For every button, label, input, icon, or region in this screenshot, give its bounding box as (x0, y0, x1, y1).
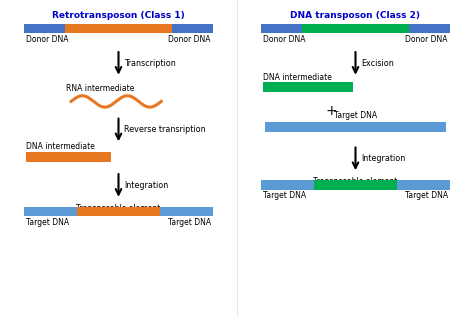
Text: RNA intermediate: RNA intermediate (66, 84, 135, 93)
Text: Target DNA: Target DNA (334, 111, 377, 120)
Text: Integration: Integration (124, 181, 168, 190)
Bar (24, 207, 77, 216)
Bar (65, 24, 172, 33)
Text: Donor DNA: Donor DNA (263, 35, 306, 44)
Text: Target DNA: Target DNA (405, 191, 448, 200)
Text: Integration: Integration (361, 154, 405, 163)
Bar (24, 24, 65, 33)
Text: Transposable element: Transposable element (313, 177, 398, 186)
Bar (160, 207, 213, 216)
Text: Reverse transription: Reverse transription (124, 126, 206, 134)
Text: Donor DNA: Donor DNA (26, 35, 69, 44)
Text: Target DNA: Target DNA (26, 218, 69, 227)
Text: DNA intermediate: DNA intermediate (263, 74, 332, 82)
Text: DNA intermediate: DNA intermediate (26, 142, 95, 151)
Text: Retrotransposon (Class 1): Retrotransposon (Class 1) (52, 11, 185, 20)
Text: Donor DNA: Donor DNA (405, 35, 448, 44)
Text: Transcription: Transcription (124, 59, 176, 68)
Text: Donor DNA: Donor DNA (168, 35, 211, 44)
Text: Target DNA: Target DNA (263, 191, 306, 200)
Bar (263, 82, 353, 92)
Bar (397, 180, 450, 190)
Bar (261, 180, 314, 190)
Text: +: + (326, 104, 337, 118)
Bar (302, 24, 409, 33)
Text: Target DNA: Target DNA (168, 218, 211, 227)
Text: Excision: Excision (361, 59, 394, 68)
Bar (261, 24, 302, 33)
Bar (409, 24, 450, 33)
Bar (265, 122, 446, 132)
Bar (172, 24, 213, 33)
Bar (26, 152, 111, 162)
Text: Transposable element: Transposable element (76, 204, 161, 212)
Bar (314, 180, 397, 190)
Bar (77, 207, 160, 216)
Text: DNA transposon (Class 2): DNA transposon (Class 2) (291, 11, 420, 20)
